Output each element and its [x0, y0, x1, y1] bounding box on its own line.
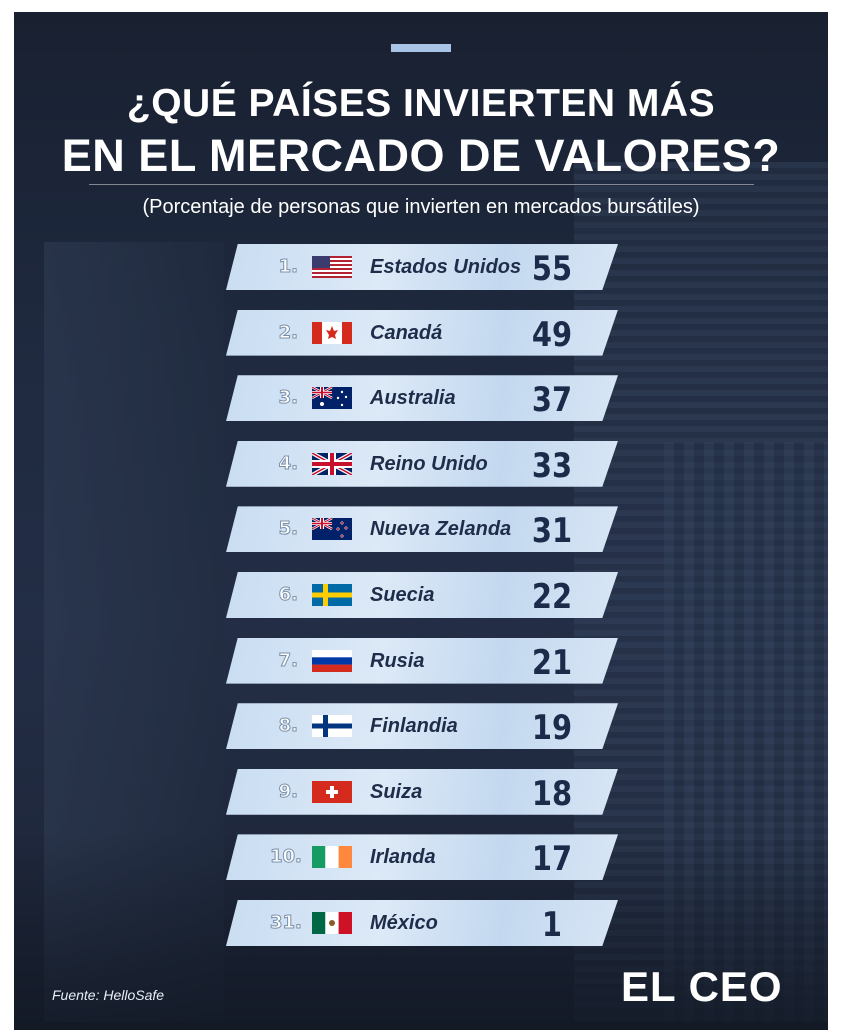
ireland-flag-icon	[312, 846, 352, 869]
country-name: Suiza	[370, 780, 423, 803]
country-name: Suecia	[370, 584, 435, 606]
rank-number: 31.	[270, 912, 303, 934]
sweden-flag-icon	[312, 584, 352, 606]
canada-flag-icon	[312, 321, 352, 344]
ranking-list: 1. Estados Unidos 55 2. Canadá 49 3. Australia 3…	[14, 12, 828, 1030]
new-zealand-flag-icon	[312, 518, 352, 541]
country-name: Rusia	[370, 649, 425, 672]
ranking-row: 6. Suecia 22	[226, 572, 618, 618]
percentage-value: 37	[531, 380, 573, 421]
ranking-row: 5. Nueva Zelanda 31	[226, 506, 618, 553]
rank-number: 6.	[278, 584, 298, 606]
us-flag-icon	[312, 256, 352, 278]
tape-bar	[226, 834, 618, 881]
country-name: Finlandia	[370, 715, 458, 738]
percentage-value: 55	[531, 249, 573, 289]
ranking-row: 2. Canadá 49	[226, 309, 618, 356]
country-name: Canadá	[370, 321, 443, 344]
ranking-row: 9. Suiza 18	[226, 768, 618, 815]
tape-bar	[226, 768, 618, 815]
ranking-row: 3. Australia 37	[226, 375, 618, 422]
percentage-value: 22	[531, 577, 573, 617]
tape-bar	[226, 506, 618, 553]
country-name: Irlanda	[370, 846, 436, 869]
subtitle: (Porcentaje de personas que invierten en…	[142, 196, 700, 218]
rank-number: 5.	[278, 518, 298, 540]
tape-bar	[226, 440, 618, 487]
percentage-value: 49	[531, 314, 573, 355]
title-line-2: EN EL MERCADO DE VALORES?	[61, 130, 781, 181]
source-note: Fuente: HelloSafe	[52, 987, 165, 1003]
tape-bar	[226, 309, 618, 356]
ranking-row: 7. Rusia 21	[226, 637, 618, 684]
australia-flag-icon	[312, 387, 352, 410]
uk-flag-icon	[312, 452, 352, 475]
percentage-value: 18	[531, 773, 573, 814]
percentage-value: 1	[541, 905, 563, 945]
percentage-value: 31	[531, 511, 573, 552]
percentage-value: 33	[531, 445, 573, 486]
country-name: Estados Unidos	[370, 256, 522, 278]
finland-flag-icon	[312, 715, 352, 738]
tape-bar	[226, 637, 618, 684]
rank-number: 7.	[278, 649, 298, 671]
tape-bar	[226, 900, 618, 946]
rank-number: 2.	[278, 321, 298, 343]
ranking-row: 8. Finlandia 19	[226, 703, 618, 750]
ranking-row: 10. Irlanda 17	[226, 834, 618, 881]
russia-flag-icon	[312, 649, 352, 672]
ranking-row: 4. Reino Unido 33	[226, 440, 618, 487]
rank-number: 8.	[278, 715, 298, 737]
title-line-1: ¿QUÉ PAÍSES INVIERTEN MÁS	[126, 82, 716, 125]
country-name: México	[370, 912, 438, 934]
rank-number: 1.	[278, 256, 298, 278]
country-name: Nueva Zelanda	[370, 518, 512, 541]
tape-bar	[226, 572, 618, 618]
rank-number: 3.	[278, 387, 298, 409]
country-name: Reino Unido	[370, 452, 488, 475]
rank-number: 4.	[278, 452, 298, 474]
el-ceo-logo: EL CEO	[621, 963, 783, 1010]
switzerland-flag-icon	[312, 780, 352, 803]
infographic-poster: ¿QUÉ PAÍSES INVIERTEN MÁS EN EL MERCADO …	[14, 12, 828, 1030]
tape-bar	[226, 375, 618, 422]
country-name: Australia	[370, 387, 456, 410]
percentage-value: 17	[531, 839, 573, 880]
tape-bar	[226, 703, 618, 750]
rank-number: 10.	[270, 846, 303, 868]
percentage-value: 21	[531, 642, 573, 683]
ranking-row: 31. México 1	[226, 900, 618, 946]
ranking-row: 1. Estados Unidos 55	[226, 244, 618, 290]
mexico-flag-icon	[312, 912, 352, 934]
percentage-value: 19	[531, 708, 573, 749]
rank-number: 9.	[278, 780, 298, 802]
title-divider	[89, 184, 754, 185]
accent-bar	[391, 44, 451, 52]
tape-bar	[226, 244, 618, 290]
